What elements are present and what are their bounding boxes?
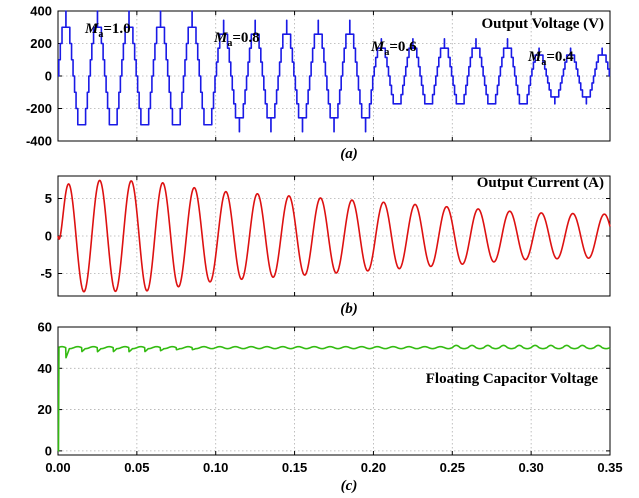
modulation-index-label: Ma=0.4 xyxy=(527,49,574,68)
y-tick-label: 20 xyxy=(38,402,52,417)
current-series-line xyxy=(57,179,611,293)
y-tick-label: -400 xyxy=(26,134,52,149)
y-tick-label: 200 xyxy=(30,36,52,51)
panel-b-axes: 5 0 -5 (b) xyxy=(40,175,611,317)
x-tick-label: 0.35 xyxy=(597,460,622,475)
panel-caption: (b) xyxy=(340,301,358,317)
y-tick-label: 5 xyxy=(45,191,52,206)
x-tick-label: 0.25 xyxy=(440,460,465,475)
y-tick-label: 0 xyxy=(45,69,52,84)
x-tick-label: 0.30 xyxy=(518,460,543,475)
y-tick-label: 60 xyxy=(38,320,52,335)
panel-b-title: Output Current (A) xyxy=(477,175,604,191)
panel-c-title: Floating Capacitor Voltage xyxy=(426,371,599,387)
x-tick-label: 0.20 xyxy=(361,460,386,475)
modulation-index-label: Ma=0.8 xyxy=(213,30,260,49)
x-tick-label: 0.05 xyxy=(124,460,149,475)
panel-a-title: Output Voltage (V) xyxy=(481,16,604,32)
panel-c-axes: 60 40 20 0 0.00 0.05 0.10 0.15 0.20 0.25 0.30 0.35 (… xyxy=(38,320,623,495)
x-tick-label: 0.15 xyxy=(282,460,307,475)
x-tick-label: 0.10 xyxy=(203,460,228,475)
y-tick-label: 400 xyxy=(30,4,52,19)
y-tick-label: 0 xyxy=(45,229,52,244)
capacitor-voltage-series-line xyxy=(57,344,611,452)
y-tick-label: -200 xyxy=(26,101,52,116)
voltage-series-line xyxy=(57,10,611,133)
panel-caption: (a) xyxy=(340,146,358,162)
y-tick-label: 0 xyxy=(45,443,52,458)
x-tick-label: 0.00 xyxy=(45,460,70,475)
y-tick-label: -5 xyxy=(40,266,52,281)
modulation-index-label: Ma=1.0 xyxy=(84,21,131,40)
y-tick-label: 40 xyxy=(38,361,52,376)
modulation-index-label: Ma=0.6 xyxy=(370,39,417,58)
panel-caption: (c) xyxy=(341,478,358,494)
